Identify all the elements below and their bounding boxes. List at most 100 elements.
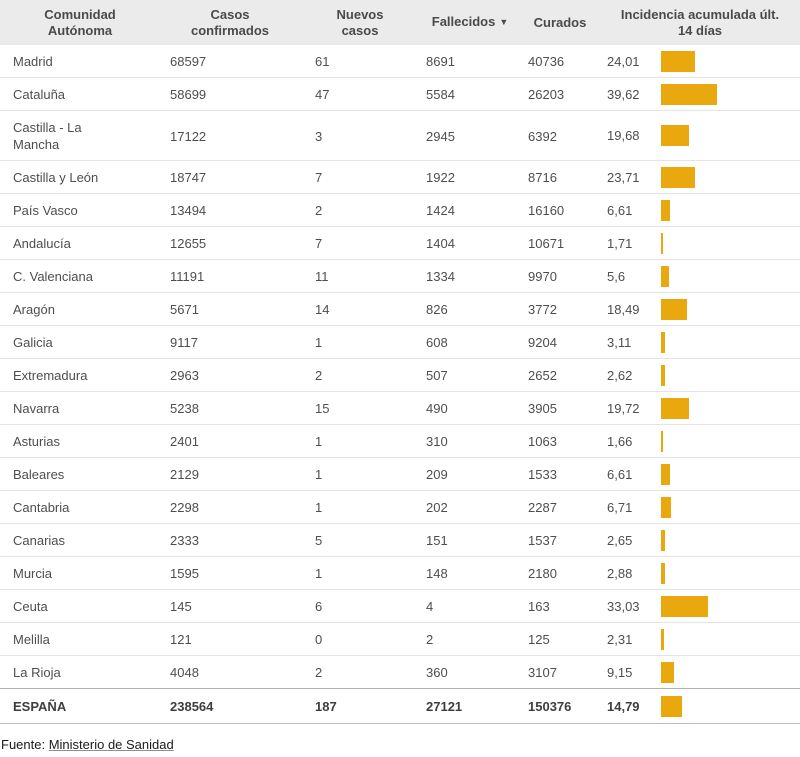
- total-casos: 238564: [160, 688, 300, 724]
- table-row: Navarra 5238 15 490 3905 19,72: [0, 391, 800, 425]
- confirmed-cases: 4048: [160, 655, 300, 689]
- new-cases: 2: [300, 193, 420, 227]
- deaths: 5584: [420, 77, 520, 111]
- new-cases: 0: [300, 622, 420, 656]
- total-label: ESPAÑA: [0, 688, 160, 724]
- source-prefix: Fuente:: [1, 737, 49, 752]
- table-row: Ceuta 145 6 4 163 33,03: [0, 589, 800, 623]
- new-cases: 6: [300, 589, 420, 623]
- incidence-value: 39,62: [607, 86, 640, 102]
- total-nuevos: 187: [300, 688, 420, 724]
- incidence-value: 2,31: [607, 631, 633, 647]
- region-name: Asturias: [0, 424, 160, 458]
- confirmed-cases: 145: [160, 589, 300, 623]
- region-name: Extremadura: [0, 358, 160, 392]
- incidence-value: 6,71: [607, 499, 633, 515]
- table-row: País Vasco 13494 2 1424 16160 6,61: [0, 193, 800, 227]
- confirmed-cases: 18747: [160, 160, 300, 194]
- table-row: Castilla y León 18747 7 1922 8716 23,71: [0, 160, 800, 194]
- confirmed-cases: 5238: [160, 391, 300, 425]
- recovered: 16160: [520, 193, 600, 227]
- table-row: La Rioja 4048 2 360 3107 9,15: [0, 655, 800, 689]
- incidence-bar: [661, 50, 695, 72]
- confirmed-cases: 68597: [170, 54, 207, 69]
- deaths: 490: [420, 391, 520, 425]
- incidence-value: 5,6: [607, 268, 626, 284]
- region-name: Castilla - La Mancha: [0, 110, 160, 161]
- incidence-value: 33,03: [607, 598, 640, 614]
- confirmed-cases: 13494: [160, 193, 300, 227]
- recovered: 2180: [520, 556, 600, 590]
- deaths: 209: [420, 457, 520, 491]
- table-row: Galicia 9117 1 608 9204 3,11: [0, 325, 800, 359]
- new-cases: 7: [300, 226, 420, 260]
- region-name: Baleares: [0, 457, 160, 491]
- incidence-value: 9,15: [607, 664, 633, 680]
- new-cases: 11: [300, 259, 420, 293]
- sort-desc-icon: ▼: [499, 17, 509, 27]
- recovered: 10671: [520, 226, 600, 260]
- confirmed-cases: 121: [160, 622, 300, 656]
- confirmed-cases: 17122: [160, 110, 300, 161]
- confirmed-cases: 12655: [160, 226, 300, 260]
- deaths: 2: [420, 622, 520, 656]
- table-row: Canarias 2333 5 151 1537 2,65: [0, 523, 800, 557]
- confirmed-cases: 9117: [160, 325, 300, 359]
- new-cases: 47: [300, 77, 420, 111]
- table-row: Melilla 121 0 2 125 2,31: [0, 622, 800, 656]
- new-cases: 2: [300, 655, 420, 689]
- incidence-value: 19,72: [607, 400, 640, 416]
- table-body: Madrid 68597 61 8691 40736 24,01 Cataluña 58699…: [0, 45, 800, 689]
- deaths: 826: [420, 292, 520, 326]
- region-name: Ceuta: [0, 589, 160, 623]
- recovered: 125: [520, 622, 600, 656]
- source-link[interactable]: Ministerio de Sanidad: [48, 737, 174, 752]
- deaths: 202: [420, 490, 520, 524]
- confirmed-cases: 11191: [160, 259, 300, 293]
- new-cases: 1: [300, 556, 420, 590]
- confirmed-cases: 58699: [160, 77, 300, 111]
- new-cases: 1: [300, 325, 420, 359]
- incidence-value: 23,71: [607, 169, 640, 185]
- table-header: Comunidad Autónoma Casos confirmados Nue…: [0, 0, 800, 45]
- incidence-bar: [661, 529, 665, 551]
- incidence-bar: [661, 695, 682, 717]
- deaths: 148: [420, 556, 520, 590]
- deaths: 310: [420, 424, 520, 458]
- column-header-curados[interactable]: Curados: [520, 0, 600, 45]
- incidence-value: 2,88: [607, 565, 633, 581]
- table-row: Andalucía 12655 7 1404 10671 1,71: [0, 226, 800, 260]
- region-name: País Vasco: [0, 193, 160, 227]
- column-header-fallecidos-label: Fallecidos: [431, 14, 496, 29]
- table-row: Murcia 1595 1 148 2180 2,88: [0, 556, 800, 590]
- column-header-casos-confirmados[interactable]: Casos confirmados: [160, 0, 300, 45]
- incidence-bar: [661, 364, 665, 386]
- recovered: 8716: [520, 160, 600, 194]
- recovered: 1537: [520, 523, 600, 557]
- incidence-bar: [661, 562, 666, 584]
- column-header-nuevos-casos[interactable]: Nuevos casos: [300, 0, 420, 45]
- column-header-incidencia[interactable]: Incidencia acumulada últ. 14 días: [600, 0, 800, 45]
- table-row: Castilla - La Mancha 17122 3 2945 6392 19,68: [0, 110, 800, 161]
- incidence-bar: [661, 430, 664, 452]
- region-name: Navarra: [0, 391, 160, 425]
- column-header-fallecidos[interactable]: Fallecidos ▼: [420, 0, 520, 45]
- region-name: Aragón: [0, 292, 160, 326]
- table-row: Extremadura 2963 2 507 2652 2,62: [0, 358, 800, 392]
- region-name: C. Valenciana: [0, 259, 160, 293]
- incidence-value: 19,68: [607, 128, 640, 143]
- region-name: Canarias: [0, 523, 160, 557]
- column-header-comunidad[interactable]: Comunidad Autónoma: [0, 0, 160, 45]
- incidence-bar: [661, 463, 671, 485]
- region-name: Madrid: [13, 54, 53, 69]
- deaths: 1424: [420, 193, 520, 227]
- incidence-value: 1,71: [607, 235, 633, 251]
- incidence-bar: [661, 661, 674, 683]
- new-cases: 1: [300, 424, 420, 458]
- recovered: 2652: [520, 358, 600, 392]
- recovered: 3905: [520, 391, 600, 425]
- recovered: 9970: [520, 259, 600, 293]
- table-row: Aragón 5671 14 826 3772 18,49: [0, 292, 800, 326]
- region-name: Cataluña: [0, 77, 160, 111]
